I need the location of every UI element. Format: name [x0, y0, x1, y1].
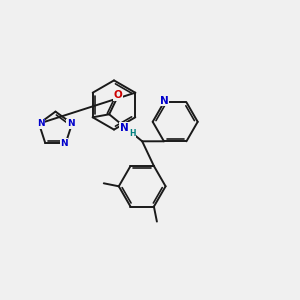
Text: O: O [114, 90, 123, 100]
Text: N: N [60, 139, 68, 148]
Text: N: N [37, 119, 44, 128]
Text: H: H [129, 129, 136, 138]
Text: N: N [160, 96, 168, 106]
Text: N: N [67, 119, 74, 128]
Text: N: N [120, 123, 129, 133]
